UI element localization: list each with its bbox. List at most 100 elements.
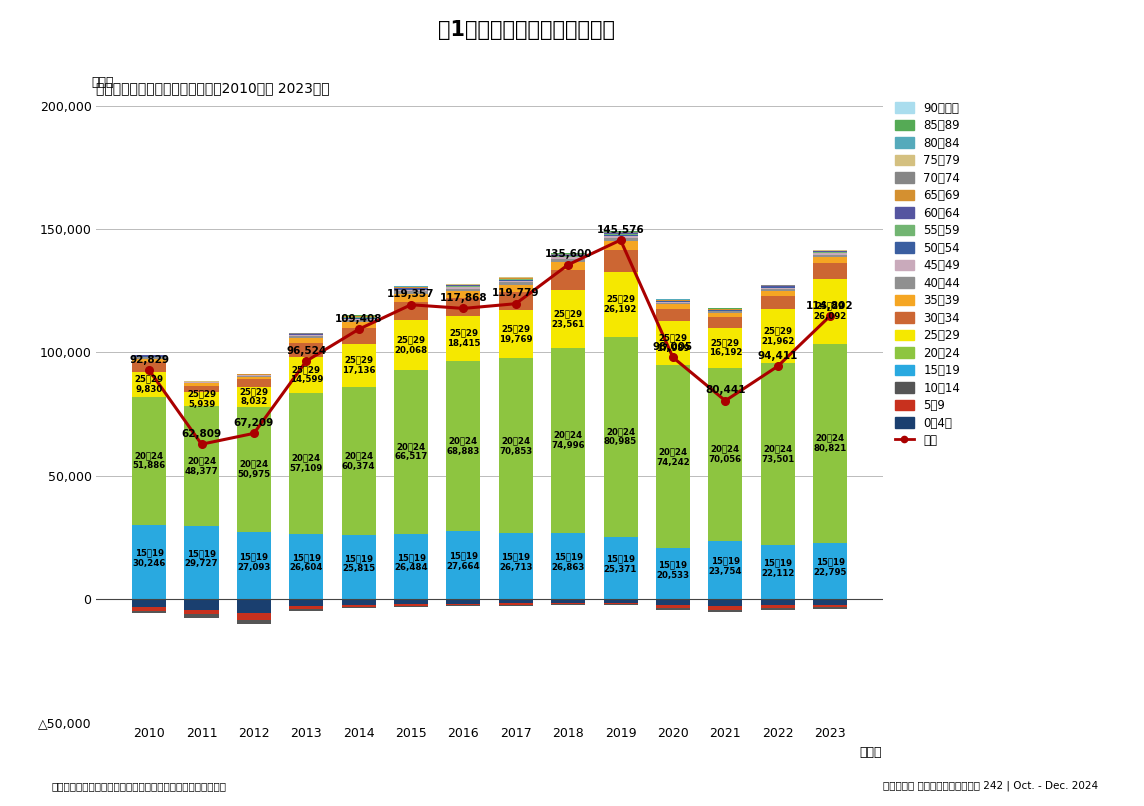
Bar [604,241,637,250]
Bar [394,370,428,534]
Bar [132,599,166,607]
Text: 117,868: 117,868 [439,293,487,303]
Bar [499,282,533,285]
Bar [394,294,428,301]
Bar [446,289,480,292]
Bar [656,549,690,599]
Bar [289,335,324,336]
Bar [342,344,375,387]
Bar [446,605,480,606]
Bar [184,384,219,386]
Bar [446,599,480,604]
Bar [342,318,375,320]
Bar [237,620,271,624]
Text: 15〜19
26,484: 15〜19 26,484 [395,553,428,572]
Bar [551,256,586,257]
Bar [237,376,271,380]
Text: 20〜24
70,056: 20〜24 70,056 [709,444,741,463]
Text: 25〜29
5,939: 25〜29 5,939 [186,389,216,409]
Text: 25〜29
19,769: 25〜29 19,769 [499,324,533,344]
Bar [342,535,375,599]
Text: 20〜24
68,883: 20〜24 68,883 [447,436,480,455]
Text: 25〜29
9,830: 25〜29 9,830 [135,375,164,394]
Bar [132,359,166,363]
Text: 94,411: 94,411 [757,351,797,361]
Bar [446,361,480,531]
Bar [237,406,271,532]
Text: 92,829: 92,829 [129,355,169,365]
Bar [342,320,375,322]
Bar [813,279,847,343]
Text: 図1　東京圈への人口転入推移: 図1 東京圈への人口転入推移 [438,20,614,40]
Bar [656,365,690,549]
Bar [132,607,166,611]
Bar [813,343,847,543]
Bar [551,603,586,604]
Text: 15〜19
29,727: 15〜19 29,727 [184,549,219,568]
Bar [342,607,375,609]
Bar [394,290,428,292]
Bar [132,357,166,359]
Bar [708,609,742,612]
Bar [132,525,166,599]
Bar [604,236,637,238]
Text: 25〜29
16,192: 25〜29 16,192 [708,338,742,358]
Text: 20〜24
74,996: 20〜24 74,996 [551,430,585,450]
Bar [184,406,219,526]
Text: 15〜19
26,604: 15〜19 26,604 [289,553,323,572]
Bar [551,599,586,603]
Bar [604,599,637,603]
Bar [761,605,795,609]
Bar [289,606,324,609]
Bar [761,310,795,364]
Bar [184,599,219,609]
Bar [604,234,637,235]
Bar [761,296,795,310]
Bar [446,298,480,316]
Bar [761,545,795,599]
Bar [499,599,533,604]
Bar [656,609,690,610]
Bar [289,534,324,599]
Bar [237,387,271,406]
Bar [446,531,480,599]
Text: 119,357: 119,357 [388,289,435,299]
Bar [184,614,219,617]
Bar [237,532,271,599]
Bar [708,368,742,541]
Bar [342,322,375,328]
Bar [394,604,428,606]
Bar [289,336,324,339]
Bar [499,534,533,599]
Bar [132,372,166,397]
Text: 20〜24
80,821: 20〜24 80,821 [813,434,847,453]
Text: 15〜19
23,754: 15〜19 23,754 [708,556,742,575]
Bar [604,272,637,337]
Bar [604,337,637,537]
Text: 25〜29
26,092: 25〜29 26,092 [813,301,847,321]
Text: 資料：総務省「住民基本台帳人口移動報告」（日本人移動者）: 資料：総務省「住民基本台帳人口移動報告」（日本人移動者） [51,782,227,791]
Bar [813,607,847,609]
Text: 15〜19
27,664: 15〜19 27,664 [446,551,480,571]
Bar [604,235,637,236]
Bar [342,328,375,344]
Bar [499,310,533,359]
Bar [394,534,428,599]
Bar [499,280,533,282]
Bar [604,537,637,599]
Text: 98,005: 98,005 [653,342,693,352]
Text: 25〜29
20,068: 25〜29 20,068 [395,335,428,355]
Bar [446,288,480,289]
Bar [551,262,586,270]
Bar [237,613,271,620]
Bar [289,343,324,356]
Bar [813,257,847,264]
Bar [761,291,795,296]
Bar [132,397,166,525]
Bar [394,599,428,604]
Bar [289,609,324,611]
Bar [813,264,847,279]
Bar [394,289,428,290]
Bar [446,604,480,605]
Bar [499,605,533,606]
